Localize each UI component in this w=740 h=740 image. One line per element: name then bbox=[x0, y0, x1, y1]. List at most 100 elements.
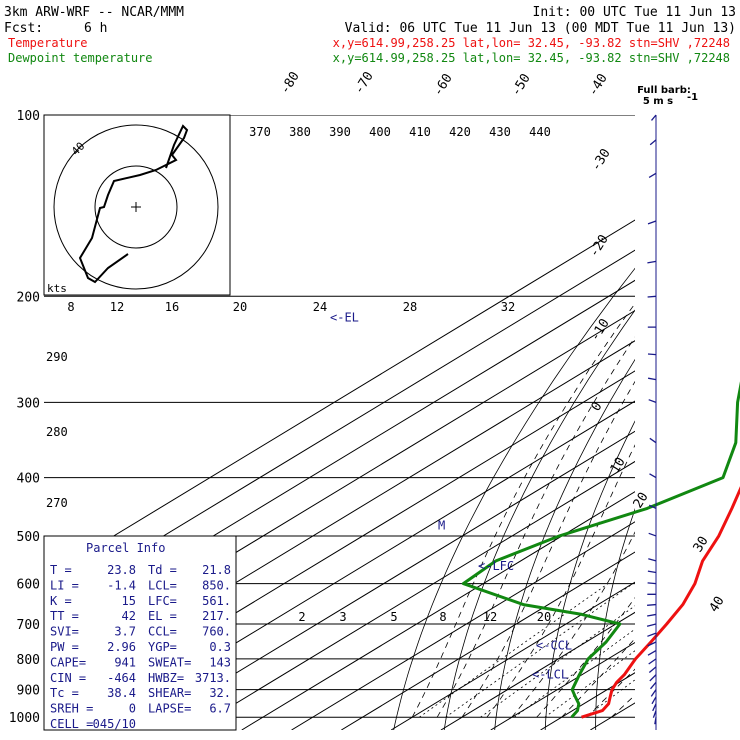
isotherm-label: 40 bbox=[707, 594, 728, 615]
mixing-ratio-label: 24 bbox=[313, 300, 327, 314]
parcel-info-title: Parcel Info bbox=[86, 541, 165, 555]
parcel-info-key: LCL= bbox=[148, 578, 177, 592]
isotherm-label: -80 bbox=[278, 69, 303, 97]
pressure-tick-label: 800 bbox=[17, 653, 40, 668]
wind-barb bbox=[647, 220, 657, 225]
parcel-info-key: CAPE= bbox=[50, 655, 86, 669]
forecast-hour: 6 h bbox=[84, 21, 107, 36]
level-marker: <-LFC bbox=[478, 559, 514, 573]
parcel-info-key: Tc = bbox=[50, 686, 79, 700]
wind-barb bbox=[647, 295, 657, 298]
level-marker: <-CCL bbox=[536, 638, 572, 652]
wind-barb bbox=[650, 689, 657, 697]
parcel-info-value: -1.4 bbox=[107, 578, 136, 592]
wind-barb bbox=[649, 473, 657, 479]
parcel-info-key: SREH = bbox=[50, 702, 93, 716]
isotherm-label: 0 bbox=[589, 400, 606, 415]
parcel-info-value: 760. bbox=[202, 625, 231, 639]
level-marker: <-LCL bbox=[532, 668, 568, 682]
low-mixing-ratio-label: 8 bbox=[439, 610, 446, 624]
mixing-ratio-label: 32 bbox=[501, 300, 515, 314]
mixing-ratio-line bbox=[445, 583, 634, 718]
isotherm-line bbox=[390, 581, 635, 730]
wind-barb bbox=[648, 532, 657, 537]
dewpoint-location: x,y=614.99,258.25 lat,lon= 32.45, -93.82… bbox=[333, 51, 730, 65]
isotherm-line bbox=[590, 702, 635, 730]
isotherm-line bbox=[141, 430, 635, 730]
isotherm-line bbox=[241, 491, 635, 730]
wind-barb bbox=[648, 558, 657, 562]
parcel-info-value: 217. bbox=[202, 609, 231, 623]
barb-key-value: 5 m s bbox=[643, 96, 673, 107]
low-mixing-ratio-label: 5 bbox=[390, 610, 397, 624]
hodograph-inner-ring bbox=[94, 165, 178, 249]
wind-barb bbox=[649, 139, 657, 146]
parcel-info-key: SVI= bbox=[50, 625, 79, 639]
wind-barb bbox=[650, 681, 657, 690]
isotherm-line bbox=[341, 551, 635, 730]
left-theta-label: 280 bbox=[46, 425, 68, 439]
level-marker: M bbox=[438, 518, 445, 532]
parcel-info-key: T = bbox=[50, 563, 72, 577]
wind-barb bbox=[647, 260, 657, 264]
isotherm-line bbox=[440, 611, 635, 730]
theta-label: 440 bbox=[529, 125, 551, 139]
isotherm-label: 30 bbox=[691, 534, 712, 555]
parcel-info-key: CCL= bbox=[148, 625, 177, 639]
parcel-info-key: LI = bbox=[50, 578, 79, 592]
dry-adiabat-line bbox=[645, 115, 740, 730]
theta-label: 400 bbox=[369, 125, 391, 139]
valid-time: Valid: 06 UTC Tue 11 Jun 13 (00 MDT Tue … bbox=[345, 21, 736, 36]
isotherm-label: -60 bbox=[431, 71, 456, 99]
pressure-tick-label: 300 bbox=[17, 396, 40, 411]
parcel-info-key: YGP= bbox=[148, 640, 177, 654]
parcel-info-key: HWBZ= bbox=[148, 671, 184, 685]
isotherm-line bbox=[490, 641, 635, 730]
mixing-ratio-label: 8 bbox=[67, 300, 74, 314]
parcel-info-value: 045/10 bbox=[93, 717, 136, 731]
isotherm-label: -30 bbox=[589, 146, 614, 174]
moist-adiabat-line bbox=[436, 336, 635, 718]
dry-adiabat-line bbox=[544, 420, 635, 730]
low-mixing-ratio-label: 2 bbox=[298, 610, 305, 624]
parcel-info-key: PW = bbox=[50, 640, 79, 654]
isotherm-line bbox=[690, 115, 740, 730]
mixing-ratio-label: 16 bbox=[165, 300, 179, 314]
dewpoint-legend-label: Dewpoint temperature bbox=[8, 51, 153, 65]
hodograph-units: kts bbox=[47, 282, 67, 295]
parcel-info-key: LFC= bbox=[148, 594, 177, 608]
parcel-info-value: -464 bbox=[107, 671, 136, 685]
temperature-legend-label: Temperature bbox=[8, 36, 87, 50]
isotherm-label: -70 bbox=[352, 69, 377, 97]
parcel-info-box: Parcel Info T = 23.8 Td = 21.8 LI = -1.4 LCL= 8… bbox=[43, 535, 237, 731]
pressure-tick-label: 700 bbox=[17, 618, 40, 633]
wind-barb bbox=[652, 710, 657, 718]
theta-label: 410 bbox=[409, 125, 431, 139]
parcel-info-value: 0.3 bbox=[209, 640, 231, 654]
mixing-ratio-label: 12 bbox=[110, 300, 124, 314]
moist-adiabat-line bbox=[561, 637, 635, 718]
isotherm-line bbox=[191, 460, 635, 730]
pressure-tick-label: 100 bbox=[17, 109, 40, 124]
wind-barb bbox=[647, 570, 657, 574]
isotherm-label: -40 bbox=[586, 71, 611, 99]
moist-adiabat-line bbox=[661, 221, 740, 717]
pressure-tick-label: 1000 bbox=[9, 711, 40, 726]
hodograph-outer-ring bbox=[53, 124, 219, 290]
wind-barb bbox=[652, 703, 657, 712]
wind-barb bbox=[648, 172, 657, 178]
isotherm-label: -50 bbox=[509, 71, 534, 99]
moist-adiabat-line bbox=[486, 444, 635, 718]
forecast-label: Fcst: bbox=[4, 21, 43, 36]
temperature-line bbox=[581, 486, 740, 719]
isotherm-label: -10 bbox=[588, 316, 613, 344]
moist-adiabat-line bbox=[461, 380, 635, 718]
low-mixing-ratio-label: 3 bbox=[339, 610, 346, 624]
low-mixing-ratio-label: 12 bbox=[483, 610, 497, 624]
mixing-ratio-line bbox=[514, 628, 635, 718]
isotherm-label: 20 bbox=[631, 490, 652, 511]
theta-label: 430 bbox=[489, 125, 511, 139]
wind-barb bbox=[648, 666, 657, 673]
pressure-tick-label: 500 bbox=[17, 530, 40, 545]
moist-adiabat-line bbox=[586, 668, 635, 718]
